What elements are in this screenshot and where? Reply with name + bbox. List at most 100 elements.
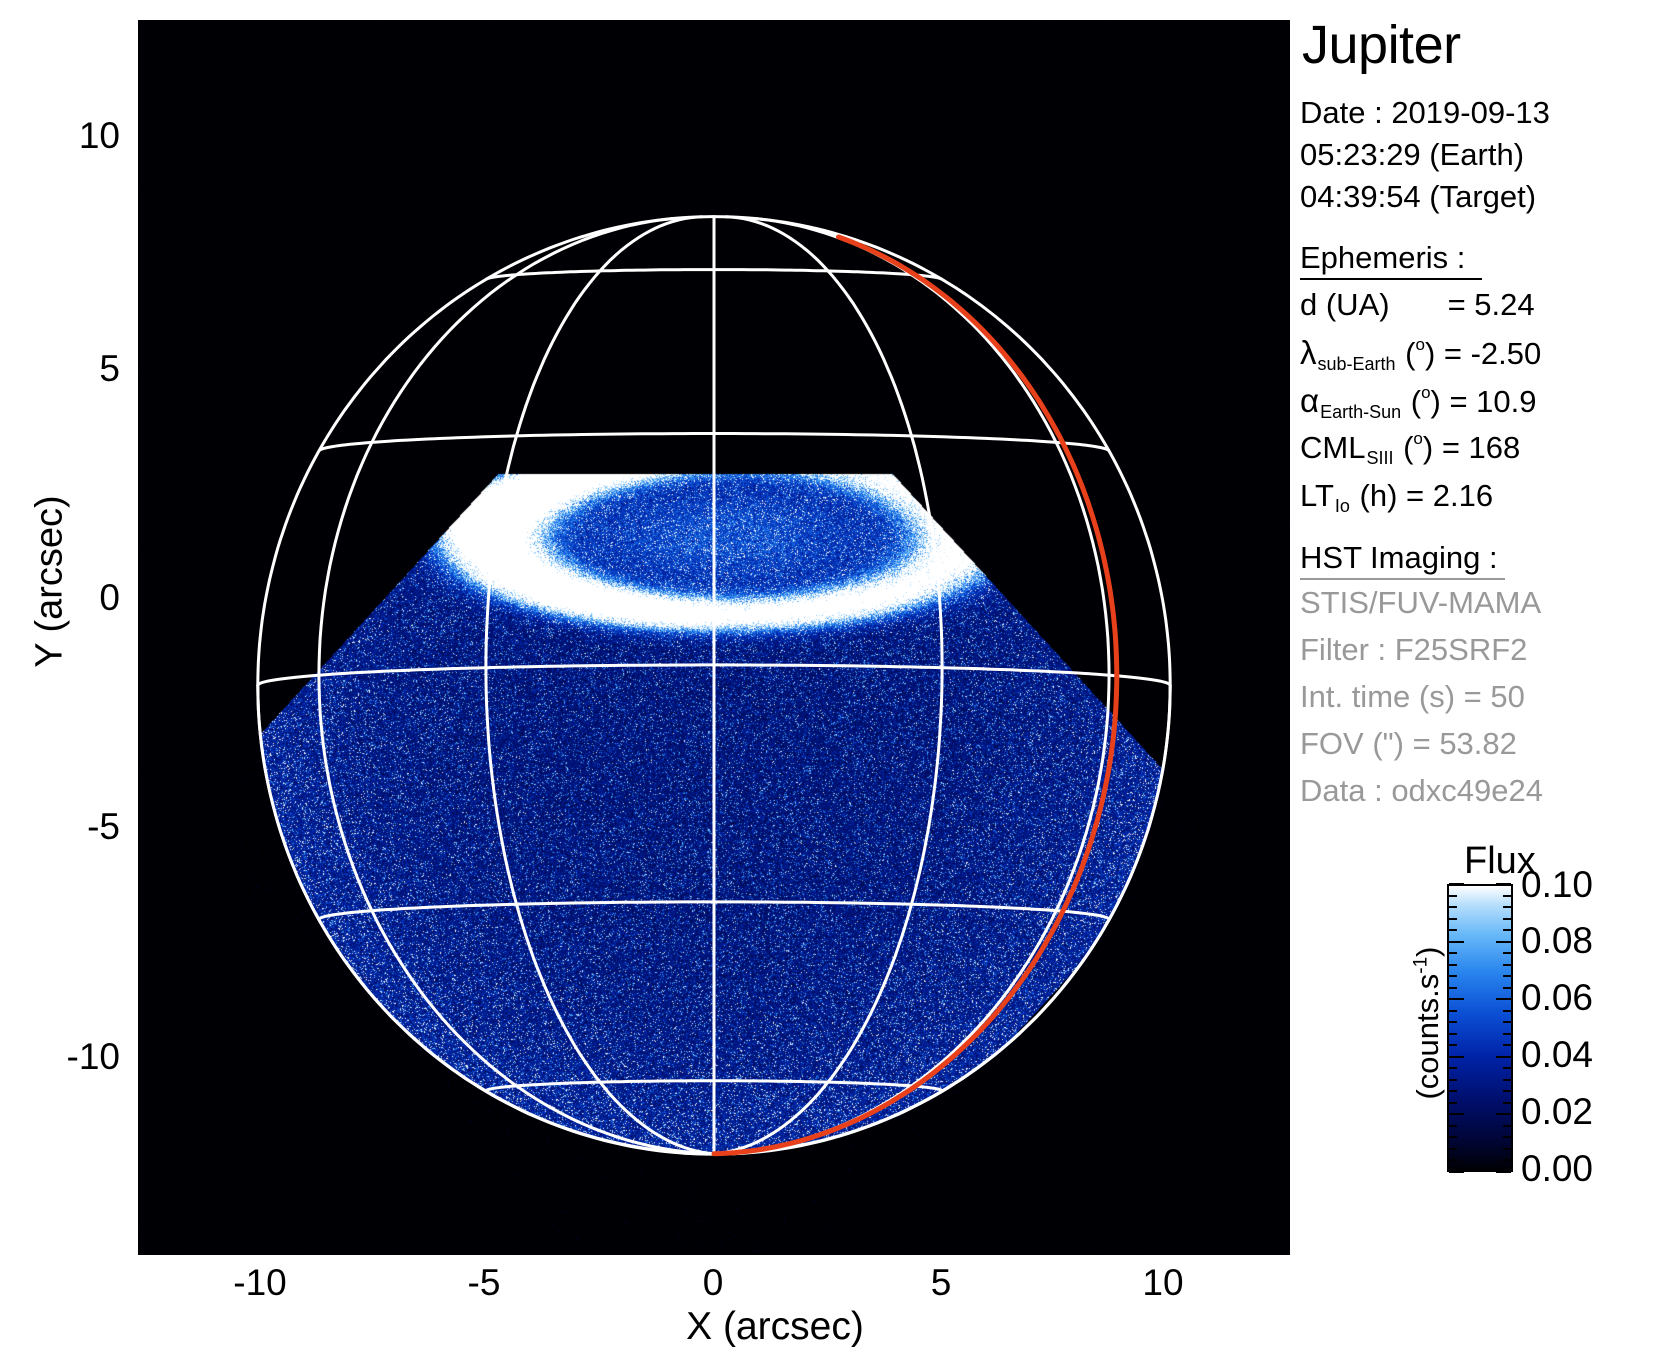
ephemeris-value-d: = 5.24 — [1447, 287, 1535, 322]
colorbar-tick-004: 0.04 — [1521, 1034, 1594, 1075]
ephemeris-row-lambda: λ sub-Earth (o) = -2.50 — [1300, 334, 1542, 374]
colorbar-tick-006: 0.06 — [1521, 977, 1594, 1018]
hst-int-time: Int. time (s) = 50 — [1300, 679, 1525, 714]
colorbar-tick-008: 0.08 — [1521, 920, 1594, 961]
planet-limb — [256, 215, 1172, 1156]
colorbar-minor-tick — [1449, 1159, 1457, 1162]
x-tick-minus5: -5 — [467, 1262, 501, 1303]
y-axis-label: Y (arcsec) — [28, 495, 71, 668]
colorbar-major-tick — [1496, 1171, 1511, 1173]
y-tick-5: 5 — [99, 348, 120, 389]
colorbar-axis-label: (counts.s-1) — [1410, 946, 1445, 1100]
colorbar-minor-tick — [1449, 1009, 1457, 1012]
ephemeris-key-lambda: λ — [1300, 334, 1317, 371]
colorbar-minor-tick — [1503, 986, 1511, 989]
ephemeris-heading: Ephemeris : — [1300, 240, 1466, 275]
ephemeris-key-d: d (UA) — [1300, 287, 1390, 322]
hst-imaging-underline — [1300, 578, 1505, 580]
grid-line — [712, 215, 944, 1156]
colorbar-minor-tick — [1503, 906, 1511, 909]
flux-colorbar — [1447, 884, 1513, 1172]
ephemeris-value-alpha: = 10.9 — [1449, 384, 1537, 419]
colorbar-major-tick — [1496, 998, 1511, 1001]
hst-fov: FOV (") = 53.82 — [1300, 726, 1517, 761]
ephemeris-row-cml: CML SIII (o) = 168 — [1300, 428, 1520, 468]
y-tick-10: 10 — [78, 115, 120, 156]
colorbar-minor-tick — [1503, 1078, 1511, 1081]
colorbar-minor-tick — [1503, 1021, 1511, 1024]
colorbar-minor-tick — [1503, 1147, 1511, 1150]
x-tick-10: 10 — [1142, 1262, 1184, 1303]
colorbar-major-tick — [1449, 883, 1464, 885]
colorbar-major-tick — [1449, 1171, 1464, 1173]
colorbar-title: Flux — [1464, 840, 1536, 882]
colorbar-minor-tick — [1449, 952, 1457, 955]
colorbar-minor-tick — [1449, 917, 1457, 920]
central-meridian-curve — [711, 234, 1120, 1157]
ephemeris-unit-cml: (o) — [1394, 428, 1442, 465]
colorbar-minor-tick — [1503, 917, 1511, 920]
grid-line — [484, 215, 716, 1156]
colorbar-tick-002: 0.02 — [1521, 1091, 1594, 1132]
x-tick-5: 5 — [930, 1262, 952, 1303]
colorbar-minor-tick — [1503, 952, 1511, 955]
ephemeris-row-alpha: α Earth-Sun (o) = 10.9 — [1300, 382, 1537, 422]
ephemeris-key-cml: CML — [1300, 430, 1366, 465]
grid-line — [317, 217, 716, 1156]
x-axis-label: X (arcsec) — [686, 1305, 864, 1348]
colorbar-major-tick — [1449, 998, 1464, 1001]
colorbar-major-tick — [1449, 1055, 1464, 1058]
hst-instrument: STIS/FUV-MAMA — [1300, 585, 1542, 620]
target-title: Jupiter — [1302, 15, 1461, 75]
colorbar-minor-tick — [1449, 1147, 1457, 1150]
ephemeris-value-lt: = 2.16 — [1406, 478, 1494, 513]
ephemeris-key-lt: LT — [1300, 478, 1334, 513]
colorbar-tick-000: 0.00 — [1521, 1148, 1594, 1189]
ephemeris-unit-lt: (h) — [1350, 478, 1407, 513]
colorbar-minor-tick — [1503, 1090, 1511, 1093]
ephemeris-unit-alpha: (o) — [1402, 382, 1450, 419]
colorbar-minor-tick — [1503, 1044, 1511, 1047]
planet-grid-lines — [256, 215, 1172, 1156]
colorbar-minor-tick — [1449, 963, 1457, 966]
ephemeris-unit-lambda: (o) — [1396, 334, 1444, 371]
colorbar-minor-tick — [1449, 1021, 1457, 1024]
colorbar-minor-tick — [1503, 1136, 1511, 1139]
x-tick-0: 0 — [702, 1262, 724, 1303]
colorbar-major-tick — [1496, 1055, 1511, 1058]
colorbar-minor-tick — [1449, 1032, 1457, 1035]
colorbar-minor-tick — [1503, 1032, 1511, 1035]
ephemeris-value-lambda: = -2.50 — [1443, 336, 1542, 371]
colorbar-major-tick — [1449, 1113, 1464, 1116]
colorbar-minor-tick — [1449, 975, 1457, 978]
colorbar-minor-tick — [1449, 986, 1457, 989]
y-tick-minus10: -10 — [66, 1036, 120, 1077]
ephemeris-key-alpha: α — [1300, 382, 1320, 419]
ephemeris-sub-cml: SIII — [1366, 448, 1394, 468]
colorbar-major-tick — [1449, 940, 1464, 943]
colorbar-minor-tick — [1449, 1067, 1457, 1070]
hst-data-id: Data : odxc49e24 — [1300, 773, 1544, 808]
colorbar-minor-tick — [1503, 1067, 1511, 1070]
coordinate-grid-overlay — [256, 215, 1172, 1157]
colorbar-minor-tick — [1503, 1159, 1511, 1162]
colorbar-minor-tick — [1503, 963, 1511, 966]
colorbar-minor-tick — [1449, 1101, 1457, 1104]
x-tick-minus10: -10 — [233, 1262, 287, 1303]
colorbar-minor-tick — [1503, 975, 1511, 978]
hst-imaging-heading: HST Imaging : — [1300, 540, 1498, 575]
colorbar-minor-tick — [1449, 906, 1457, 909]
y-tick-0: 0 — [99, 577, 120, 618]
colorbar-minor-tick — [1449, 1078, 1457, 1081]
observation-time-target: 04:39:54 (Target) — [1300, 179, 1537, 214]
aurora-image-plot — [138, 20, 1290, 1255]
observation-time-earth: 05:23:29 (Earth) — [1300, 137, 1525, 172]
ephemeris-sub-alpha: Earth-Sun — [1320, 402, 1402, 422]
colorbar-major-tick — [1496, 940, 1511, 943]
grid-line — [712, 217, 1111, 1156]
hst-filter: Filter : F25SRF2 — [1300, 632, 1528, 667]
ephemeris-sub-lt: Io — [1334, 496, 1350, 516]
colorbar-minor-tick — [1449, 894, 1457, 897]
colorbar-minor-tick — [1449, 1090, 1457, 1093]
